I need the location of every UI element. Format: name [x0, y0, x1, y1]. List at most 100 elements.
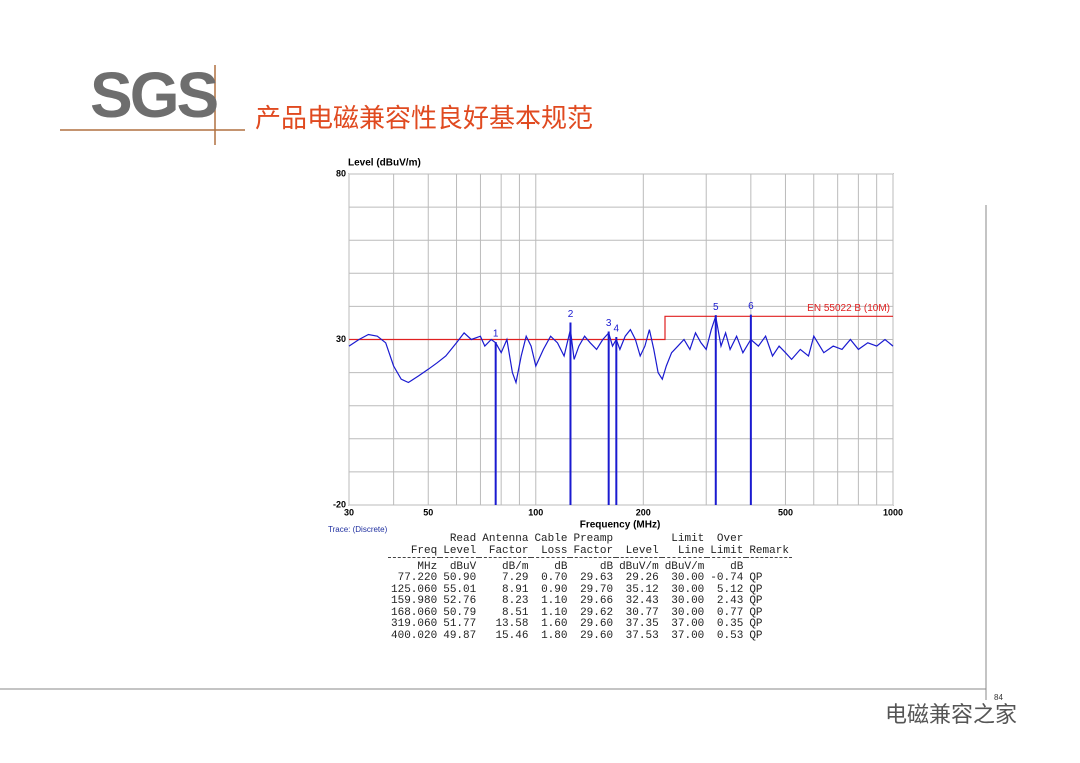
data-cell: 52.76: [443, 595, 477, 607]
marker-label: 4: [614, 324, 620, 335]
data-cell: 15.46: [495, 629, 529, 642]
y-tick-label: 80: [336, 168, 346, 178]
header-cell: Over: [716, 533, 744, 545]
unit-cell: MHz: [417, 560, 438, 573]
data-cell: QP: [749, 606, 763, 619]
result-table: Read Antenna Cable Preamp Limit Over Freq Level…: [388, 533, 792, 642]
data-cell: 30.00: [671, 572, 705, 584]
header-cell: Read: [449, 533, 477, 545]
data-cell: 0.90: [541, 583, 568, 596]
data-cell: 55.01: [443, 583, 477, 596]
rule-row: [388, 556, 792, 562]
data-cell: 159.980: [391, 595, 438, 607]
header-cell: Loss: [541, 544, 568, 557]
data-cell: 8.51: [502, 606, 529, 619]
data-cell: 30.00: [671, 606, 705, 619]
data-cell: QP: [749, 572, 763, 584]
x-tick-label: 500: [778, 507, 793, 517]
header-cell: Level: [443, 544, 477, 557]
marker-label: 2: [568, 309, 574, 320]
rule-cell: [661, 556, 708, 562]
header-cell: Limit: [710, 544, 744, 557]
data-cell: 8.91: [502, 583, 529, 596]
data-cell: 29.26: [625, 572, 659, 584]
trace-label: Trace: (Discrete): [328, 525, 388, 534]
limit-label: EN 55022 B (10M): [807, 303, 890, 314]
data-cell: 37.00: [671, 629, 705, 642]
header-row: Read Antenna Cable Preamp Limit Over: [388, 533, 792, 546]
data-cell: 1.10: [541, 595, 568, 607]
data-cell: 77.220: [397, 572, 438, 584]
trace-line: [348, 316, 894, 385]
header-row: Freq Level Factor Loss Factor Level Line Limit R…: [388, 544, 792, 558]
header-cell: Line: [677, 544, 705, 557]
data-cell: 29.60: [580, 618, 614, 630]
unit-cell: dB: [730, 560, 744, 573]
marker-label: 6: [748, 301, 754, 312]
rule-cell: [746, 556, 792, 562]
data-cell: 7.29: [502, 572, 529, 584]
data-cell: 319.060: [391, 618, 438, 630]
header-cell: Freq: [410, 544, 438, 557]
data-cell: QP: [749, 595, 763, 607]
header-cell: Factor: [488, 544, 529, 557]
data-cell: 30.77: [625, 606, 659, 619]
data-row: 125.060 55.01 8.91 0.90 29.70 35.12 30.00 5.12 Q…: [388, 583, 792, 597]
rule-cell: [570, 556, 617, 562]
rule-cell: [388, 556, 441, 562]
header-cell: [616, 534, 662, 546]
data-cell: 0.70: [541, 572, 568, 584]
data-cell: 2.43: [716, 595, 744, 607]
data-cell: 49.87: [443, 629, 477, 642]
unit-cell: dBuV/m: [619, 560, 659, 573]
data-cell: 37.00: [671, 618, 705, 630]
data-cell: 50.79: [443, 606, 477, 619]
data-cell: 35.12: [625, 583, 659, 596]
data-row: 168.060 50.79 8.51 1.10 29.62 30.77 30.00 0.77 Q…: [388, 606, 792, 620]
rule-cell: [531, 556, 571, 562]
header-cell: Antenna: [482, 533, 529, 545]
watermark: 电磁兼容之家: [885, 702, 1017, 727]
data-row: 77.220 50.90 7.29 0.70 29.63 29.26 30.00 -0.74 Q…: [388, 572, 792, 585]
y-tick-label: -20: [333, 499, 346, 509]
data-cell: 32.43: [625, 595, 659, 607]
data-cell: QP: [749, 629, 763, 642]
data-cell: -0.74: [710, 572, 744, 584]
unit-cell: dB: [599, 560, 614, 573]
header-cell: Level: [625, 544, 659, 557]
header-cell: Factor: [573, 544, 614, 557]
y-axis-label: Level (dBuV/m): [348, 158, 421, 169]
page-number: 84: [994, 693, 1003, 702]
marker-label: 1: [493, 329, 499, 340]
x-tick-label: 100: [528, 507, 543, 517]
data-row: 159.980 52.76 8.23 1.10 29.66 32.43 30.00 2.43 Q…: [388, 595, 792, 608]
header-cell: Remark: [749, 544, 789, 557]
data-cell: QP: [749, 618, 763, 630]
rule-cell: [616, 556, 662, 562]
header-cell: [388, 534, 440, 546]
marker-label: 5: [713, 302, 719, 313]
data-cell: 1.80: [541, 629, 568, 642]
x-tick-label: 30: [344, 507, 354, 517]
data-cell: 37.53: [625, 629, 659, 642]
data-cell: 37.35: [625, 618, 659, 630]
header-cell: Cable: [534, 533, 568, 545]
rule-cell: [479, 556, 532, 562]
data-cell: 51.77: [443, 618, 477, 630]
data-cell: 30.00: [671, 595, 705, 607]
unit-cell: dBuV/m: [664, 560, 705, 573]
data-cell: 29.70: [580, 583, 614, 596]
unit-cell: dB: [554, 560, 568, 573]
unit-cell: dBuV: [449, 560, 477, 573]
x-tick-label: 200: [636, 507, 651, 517]
header-cell: [746, 534, 792, 546]
x-tick-label: 50: [423, 507, 433, 517]
data-cell: 400.020: [391, 629, 438, 642]
data-cell: 29.66: [580, 595, 614, 607]
y-tick-label: 30: [336, 334, 346, 344]
data-cell: 1.60: [541, 618, 568, 630]
data-cell: 125.060: [391, 583, 438, 596]
unit-cell: dB/m: [502, 560, 529, 573]
